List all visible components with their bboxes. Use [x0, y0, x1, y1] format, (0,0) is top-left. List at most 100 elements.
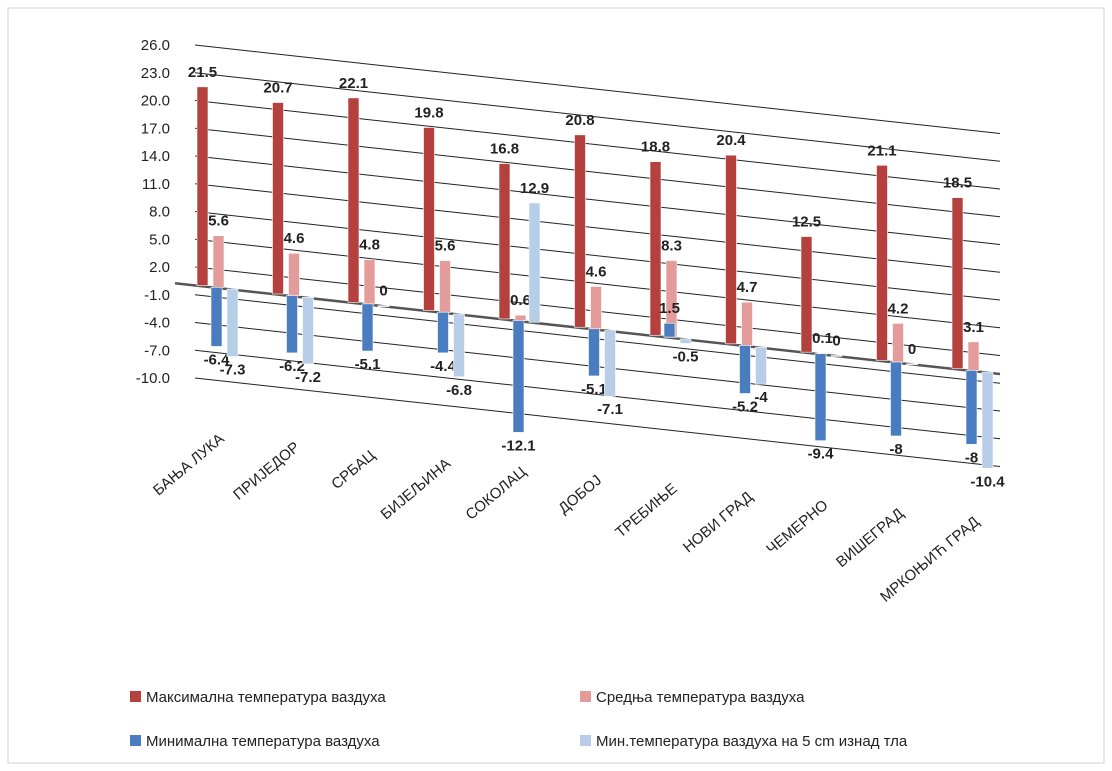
bar	[679, 338, 692, 344]
value-label: -7.1	[597, 401, 623, 418]
y-tick-label: 20.0	[141, 93, 170, 110]
y-tick-label: 11.0	[142, 176, 170, 193]
grid-line	[194, 211, 1001, 301]
grid-line	[194, 183, 1001, 273]
value-label: -9.4	[808, 446, 835, 463]
value-label: 4.8	[359, 237, 380, 254]
value-label: 22.1	[339, 75, 368, 92]
value-label: 19.8	[414, 104, 443, 121]
grid-line	[194, 238, 1001, 329]
bar	[514, 314, 527, 321]
chart-frame	[7, 7, 1105, 764]
grid-line	[194, 44, 1001, 135]
value-label: 12.9	[520, 180, 549, 197]
value-label: 0	[832, 332, 840, 349]
bar	[590, 286, 602, 330]
value-label: 0.6	[510, 292, 531, 309]
value-label: -4.4	[430, 358, 457, 375]
value-label: 4.7	[737, 279, 758, 296]
value-label: -7.2	[295, 369, 321, 386]
y-tick-label: 17.0	[141, 120, 170, 137]
grid-line	[194, 155, 1001, 246]
value-label: 20.8	[565, 112, 594, 129]
y-tick-label: 14.0	[141, 148, 170, 165]
y-tick-label: 5.0	[149, 231, 170, 248]
bar	[574, 134, 586, 328]
y-tick-label: -1.0	[144, 287, 170, 304]
value-label: 0	[379, 283, 387, 300]
bar	[830, 355, 843, 357]
bar	[814, 353, 827, 441]
bar	[196, 86, 209, 287]
y-tick-label: 2.0	[149, 259, 170, 276]
bar	[210, 286, 223, 347]
grid-line	[194, 377, 1001, 468]
bar	[437, 311, 449, 354]
bar	[725, 154, 737, 345]
grid-line	[194, 127, 1001, 218]
value-label: -8	[889, 441, 902, 458]
bar	[212, 235, 225, 288]
legend-label: Средња температура ваздуха	[596, 689, 805, 706]
bar	[906, 363, 918, 366]
value-label: -5.1	[581, 381, 607, 398]
grid-line	[194, 72, 1001, 162]
value-label: -5.2	[732, 398, 758, 415]
value-label: 1.5	[659, 300, 680, 317]
y-tick-label: 23.0	[141, 65, 170, 82]
grid-line	[194, 100, 1001, 190]
value-label: 20.7	[263, 80, 292, 97]
bar	[965, 370, 978, 445]
value-label: -0.5	[673, 348, 699, 365]
y-tick-label: -7.0	[144, 342, 170, 359]
y-tick-label: -4.0	[144, 315, 170, 332]
bar	[302, 297, 314, 365]
y-tick-label: 8.0	[149, 204, 170, 221]
bar	[663, 322, 676, 338]
bar	[288, 252, 300, 297]
grid-line	[194, 349, 1001, 440]
y-tick-label: 26.0	[141, 37, 170, 54]
legend-swatch	[130, 735, 141, 746]
value-label: -5.1	[355, 356, 381, 373]
value-label: 4.6	[284, 230, 305, 247]
value-label: 18.5	[943, 175, 972, 192]
legend-label: Мин.температура ваздуха на 5 cm изнад тл…	[596, 733, 908, 750]
legend-swatch	[580, 735, 591, 746]
bar	[800, 236, 813, 353]
bar	[286, 295, 298, 354]
value-label: -6.4	[204, 351, 231, 368]
legend-swatch	[130, 691, 141, 702]
value-label: -6.8	[446, 382, 472, 399]
bar	[498, 163, 511, 320]
bar	[649, 161, 662, 336]
bar	[226, 288, 239, 357]
bar	[423, 127, 435, 311]
value-label: 3.1	[963, 319, 984, 336]
value-label: -6.2	[279, 358, 305, 375]
bar	[876, 164, 888, 361]
legend-label: Максимална температура ваздуха	[146, 689, 386, 706]
value-label: 20.4	[716, 132, 746, 149]
bar	[363, 259, 376, 305]
bar	[453, 313, 465, 378]
value-label: 0.1	[812, 330, 833, 347]
value-label: 0	[908, 341, 916, 358]
value-label: 21.5	[188, 64, 217, 81]
value-label: -12.1	[501, 437, 535, 454]
bar	[604, 330, 616, 397]
y-tick-label: -10.0	[136, 370, 170, 387]
bar	[272, 102, 284, 295]
legend-label: Минимална температура ваздуха	[146, 733, 380, 750]
bar	[981, 371, 994, 469]
bar	[739, 345, 751, 394]
bar	[967, 341, 980, 371]
bar	[741, 301, 753, 346]
value-label: 5.6	[208, 213, 229, 230]
bar	[892, 323, 904, 363]
value-label: 18.8	[641, 139, 670, 156]
bar	[528, 202, 541, 323]
bar	[377, 305, 390, 307]
